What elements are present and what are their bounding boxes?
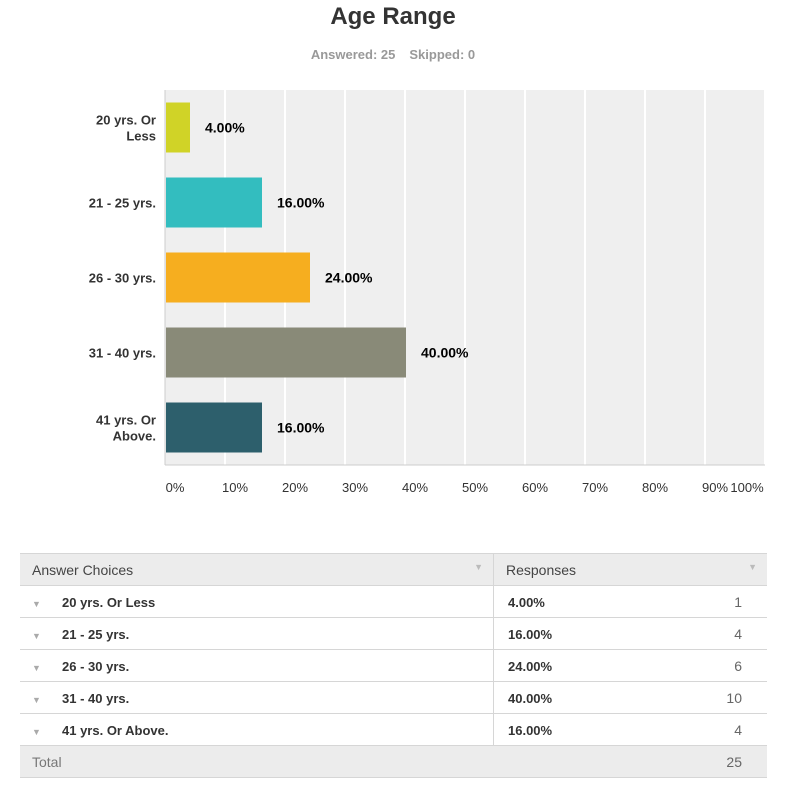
answer-choice: 26 - 30 yrs. [62,658,130,674]
category-label: Above. [113,429,156,444]
x-tick-label: 10% [222,480,248,495]
table-row: ▼ 31 - 40 yrs. 40.00% 10 [20,681,767,714]
data-label: 40.00% [421,345,469,361]
response-count: 4 [734,721,742,738]
x-tick-label: 60% [522,480,548,495]
table-row: ▼ 41 yrs. Or Above. 16.00% 4 [20,713,767,746]
bar [166,327,406,378]
bar [166,252,310,303]
category-label: 31 - 40 yrs. [89,346,156,361]
x-tick-label: 20% [282,480,308,495]
bar-chart: 0% 10% 20% 30% 40% 50% 60% 70% 80% 90% 100% 4.00% 20… [89,90,766,495]
category-label: 26 - 30 yrs. [89,271,156,286]
category-label: 21 - 25 yrs. [89,196,156,211]
x-tick-label: 30% [342,480,368,495]
responses-table: Answer Choices ▼ Responses ▼ ▼ 20 yrs. Or L… [20,553,767,778]
x-tick-label: 90% [702,480,728,495]
data-label: 24.00% [325,270,373,286]
x-tick-label: 70% [582,480,608,495]
x-tick-label: 80% [642,480,668,495]
response-count: 6 [734,657,742,674]
response-percent: 4.00% [508,594,545,610]
category-label: Less [126,129,156,144]
bar [166,177,262,228]
answer-choice: 20 yrs. Or Less [62,594,156,610]
data-label: 4.00% [205,120,245,136]
response-percent: 16.00% [508,626,553,642]
table-row: ▼ 20 yrs. Or Less 4.00% 1 [20,585,767,618]
response-percent: 16.00% [508,722,553,738]
expand-caret-icon[interactable]: ▼ [32,694,41,705]
answered-count: Answered: 25 [310,47,396,62]
answer-choice: 21 - 25 yrs. [62,626,130,642]
response-stats: Answered: 25 Skipped: 0 [0,47,786,62]
data-label: 16.00% [277,420,325,436]
category-label: 41 yrs. Or [96,413,156,428]
response-count: 4 [734,625,742,642]
bar [166,102,190,153]
skipped-count: Skipped: 0 [409,47,476,62]
header-answer-choices[interactable]: Answer Choices ▼ [20,553,494,586]
total-label: Total [20,745,494,778]
response-percent: 24.00% [508,658,553,674]
total-count: 25 [726,753,742,770]
sort-caret-icon[interactable]: ▼ [474,561,483,572]
bar [166,402,262,453]
x-tick-label: 100% [730,480,764,495]
response-count: 1 [734,593,742,610]
x-tick-label: 40% [402,480,428,495]
x-tick-label: 0% [166,480,185,495]
table-row: ▼ 26 - 30 yrs. 24.00% 6 [20,649,767,682]
sort-caret-icon[interactable]: ▼ [748,561,757,572]
answer-choice: 41 yrs. Or Above. [62,722,169,738]
header-responses[interactable]: Responses ▼ [493,553,767,586]
chart-title: Age Range [330,3,456,30]
table-row: ▼ 21 - 25 yrs. 16.00% 4 [20,617,767,650]
data-label: 16.00% [277,195,325,211]
x-tick-label: 50% [462,480,488,495]
expand-caret-icon[interactable]: ▼ [32,726,41,737]
answer-choice: 31 - 40 yrs. [62,690,130,706]
response-count: 10 [726,689,742,706]
response-percent: 40.00% [508,690,553,706]
expand-caret-icon[interactable]: ▼ [32,598,41,609]
expand-caret-icon[interactable]: ▼ [32,630,41,641]
expand-caret-icon[interactable]: ▼ [32,662,41,673]
category-label: 20 yrs. Or [96,113,156,128]
total-row: Total 25 [20,745,767,778]
table-header: Answer Choices ▼ Responses ▼ [20,553,767,586]
